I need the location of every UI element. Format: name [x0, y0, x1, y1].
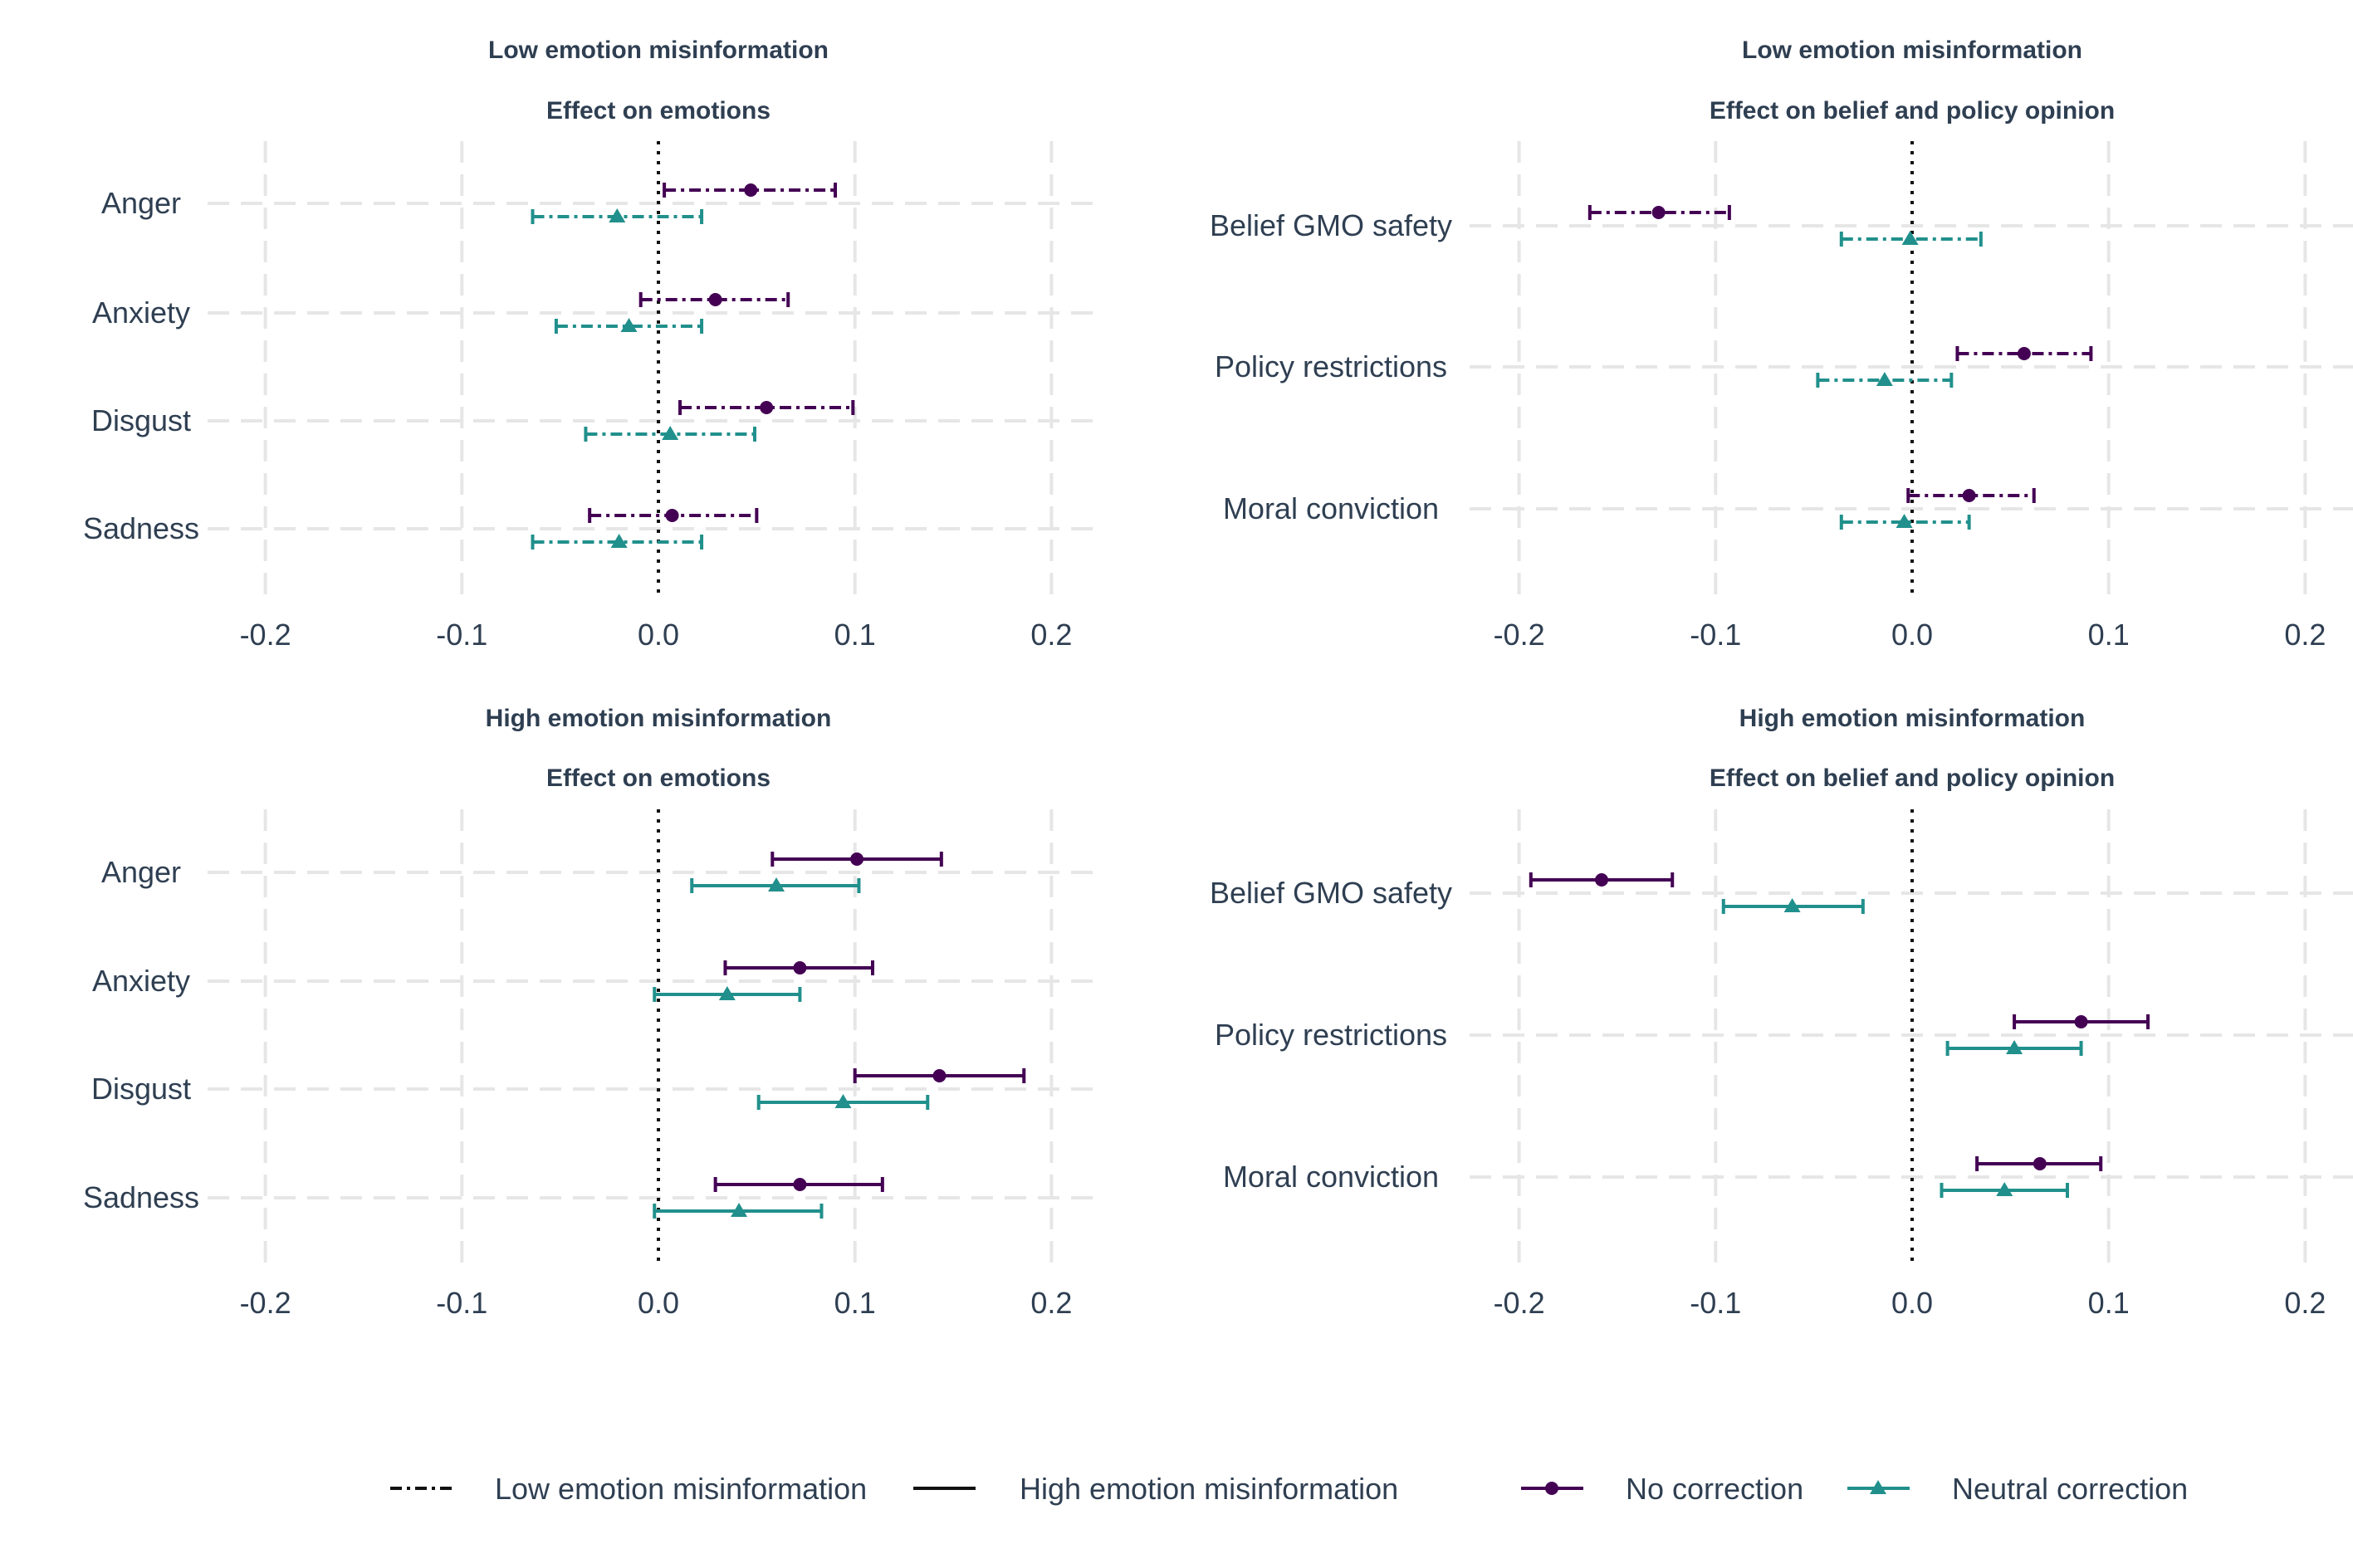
point-no-correction-sadness: [793, 1178, 807, 1191]
x-tick-label: -0.2: [240, 1286, 291, 1320]
panel-title: Low emotion misinformation: [1742, 37, 2082, 64]
panel-subtitle: Effect on emotions: [546, 97, 770, 125]
x-tick-label: -0.2: [1494, 1286, 1545, 1320]
x-tick-label: -0.1: [1690, 1286, 1741, 1320]
point-neutral-correction-anger: [609, 208, 626, 222]
category-label-moral-conviction: Moral conviction: [1223, 1160, 1439, 1194]
x-tick-label: 0.1: [2088, 1286, 2130, 1320]
panels: Low emotion misinformation Effect on emot…: [83, 37, 2353, 1320]
point-no-correction-policy-restrictions: [2017, 347, 2031, 360]
x-tick-label: 0.1: [834, 618, 876, 652]
legend-label-no-correction: No correction: [1626, 1472, 1803, 1506]
point-no-correction-anxiety: [793, 961, 807, 975]
legend-key-neutral-correction: [1847, 1480, 1910, 1494]
point-neutral-correction-disgust: [834, 1094, 852, 1108]
x-tick-label: 0.2: [1030, 618, 1072, 652]
point-neutral-correction-moral-conviction: [1896, 514, 1913, 528]
category-label-disgust: Disgust: [91, 403, 191, 437]
category-label-belief-gmo-safety: Belief GMO safety: [1210, 876, 1452, 910]
category-label-policy-restrictions: Policy restrictions: [1215, 1018, 1447, 1052]
category-label-moral-conviction: Moral conviction: [1223, 491, 1439, 525]
point-no-correction-disgust: [932, 1069, 947, 1082]
point-neutral-correction-belief-gmo-safety: [1901, 231, 1919, 245]
panel-subtitle: Effect on belief and policy opinion: [1710, 97, 2115, 125]
category-label-anger: Anger: [101, 855, 181, 889]
point-neutral-correction-belief-gmo-safety: [1783, 898, 1801, 912]
x-tick-label: 0.0: [1891, 1286, 1933, 1320]
point-no-correction-sadness: [665, 509, 679, 522]
category-label-anxiety: Anxiety: [92, 296, 190, 330]
panel-subtitle: Effect on emotions: [546, 764, 770, 792]
x-tick-label: 0.2: [2284, 618, 2326, 652]
x-tick-label: 0.0: [638, 1286, 679, 1320]
point-neutral-correction-disgust: [662, 426, 679, 440]
point-neutral-correction-anger: [768, 877, 785, 891]
x-tick-label: -0.1: [436, 618, 487, 652]
panel-title: High emotion misinformation: [1739, 705, 2086, 732]
x-tick-label: -0.2: [240, 618, 291, 652]
x-tick-label: 0.1: [2088, 618, 2130, 652]
point-no-correction-anxiety: [708, 293, 722, 306]
panel-3: High emotion misinformation Effect on emo…: [83, 705, 1096, 1320]
point-neutral-correction-policy-restrictions: [2006, 1040, 2023, 1054]
x-tick-label: -0.1: [1690, 618, 1741, 652]
x-tick-label: -0.1: [436, 1286, 487, 1320]
x-tick-label: 0.2: [1030, 1286, 1072, 1320]
category-label-sadness: Sadness: [83, 511, 199, 545]
point-no-correction-moral-conviction: [2033, 1157, 2047, 1170]
point-no-correction-policy-restrictions: [2074, 1015, 2088, 1028]
point-neutral-correction-anxiety: [718, 986, 736, 1000]
point-no-correction-anger: [850, 852, 864, 866]
panel-title: Low emotion misinformation: [488, 37, 829, 64]
x-tick-label: -0.2: [1494, 618, 1545, 652]
point-neutral-correction-sadness: [610, 534, 628, 548]
category-label-policy-restrictions: Policy restrictions: [1215, 349, 1447, 383]
panel-2: Low emotion misinformation Effect on beli…: [1210, 37, 2353, 652]
point-neutral-correction-policy-restrictions: [1876, 372, 1893, 386]
point-no-correction-moral-conviction: [1962, 489, 1976, 502]
legend-label-low-emotion: Low emotion misinformation: [495, 1472, 867, 1506]
x-tick-label: 0.0: [1891, 618, 1933, 652]
legend: Low emotion misinformation High emotion …: [390, 1472, 2188, 1506]
category-label-sadness: Sadness: [83, 1180, 199, 1214]
category-label-disgust: Disgust: [91, 1072, 191, 1106]
legend-label-neutral-correction: Neutral correction: [1952, 1472, 2188, 1506]
panel-title: High emotion misinformation: [486, 705, 832, 732]
category-label-anxiety: Anxiety: [92, 964, 190, 998]
point-no-correction-anger: [744, 183, 758, 197]
panel-4: High emotion misinformation Effect on bel…: [1210, 705, 2353, 1320]
panel-subtitle: Effect on belief and policy opinion: [1710, 764, 2115, 792]
point-no-correction-belief-gmo-safety: [1651, 206, 1666, 219]
x-tick-label: 0.1: [834, 1286, 876, 1320]
x-tick-label: 0.0: [638, 618, 679, 652]
category-label-belief-gmo-safety: Belief GMO safety: [1210, 208, 1452, 242]
point-neutral-correction-anxiety: [620, 318, 638, 332]
category-label-anger: Anger: [101, 186, 181, 220]
legend-label-high-emotion: High emotion misinformation: [1020, 1472, 1398, 1506]
x-tick-label: 0.2: [2284, 1286, 2326, 1320]
panel-1: Low emotion misinformation Effect on emot…: [83, 37, 1096, 652]
legend-key-no-correction: [1521, 1482, 1583, 1495]
point-neutral-correction-moral-conviction: [1996, 1182, 2013, 1196]
point-no-correction-belief-gmo-safety: [1595, 873, 1609, 887]
point-no-correction-disgust: [760, 401, 774, 414]
point-neutral-correction-sadness: [731, 1203, 748, 1217]
